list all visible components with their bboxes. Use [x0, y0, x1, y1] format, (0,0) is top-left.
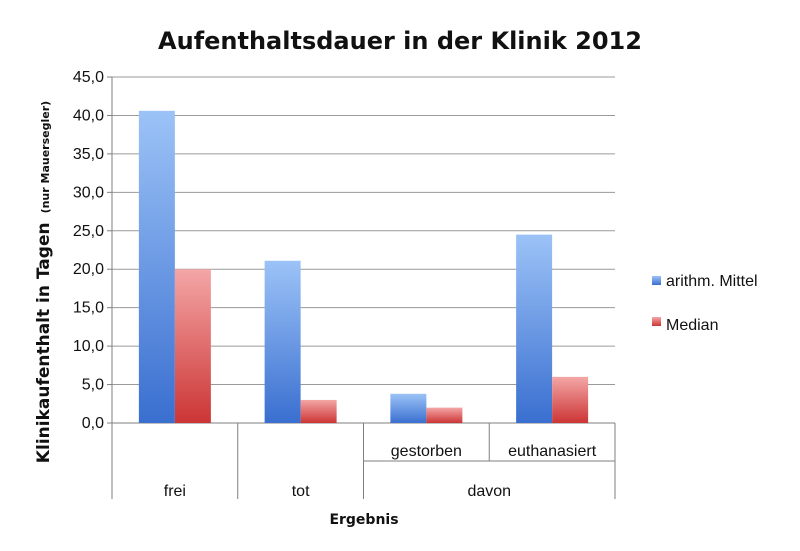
chart-title: Aufenthaltsdauer in der Klinik 2012	[158, 27, 642, 55]
y-tick-label: 45,0	[73, 69, 104, 86]
y-axis-label: Klinikaufenthalt in Tagen (nur Mauersegl…	[34, 101, 54, 463]
x-group-label: tot	[292, 483, 310, 500]
y-axis-ticks: 0,0 5,0 10,0 15,0 20,0 25,0 30,0 35,0 40,0 45,0	[73, 69, 113, 432]
y-tick-label: 35,0	[73, 146, 104, 163]
y-tick-label: 30,0	[73, 184, 104, 201]
x-category-label: euthanasiert	[508, 443, 597, 460]
x-group-label: frei	[164, 483, 186, 500]
legend-swatch-median	[652, 317, 661, 326]
bar-median	[426, 407, 463, 423]
y-tick-label: 5,0	[82, 377, 104, 394]
legend-swatch-mean	[652, 276, 661, 285]
bar-mean	[264, 260, 301, 423]
y-tick-label: 20,0	[73, 261, 104, 278]
legend: arithm. Mittel Median	[652, 273, 758, 334]
x-axis-label: Ergebnis	[329, 512, 398, 528]
bar-median	[552, 376, 589, 423]
x-group-label: davon	[467, 483, 511, 500]
bar-median	[174, 269, 211, 423]
y-tick-label: 15,0	[73, 300, 104, 317]
bar-median	[300, 399, 337, 423]
y-axis-label-main: Klinikaufenthalt in Tagen	[34, 222, 54, 463]
bar-mean	[138, 110, 175, 423]
y-tick-label: 10,0	[73, 338, 104, 355]
bars	[138, 110, 589, 423]
y-tick-label: 25,0	[73, 223, 104, 240]
legend-label-mean: arithm. Mittel	[666, 273, 758, 290]
x-axis: frei tot davon gestorben euthanasiert	[111, 423, 616, 500]
bar-mean	[516, 234, 553, 423]
y-axis-label-sub: (nur Mauersegler)	[39, 101, 52, 214]
x-category-label: gestorben	[391, 443, 462, 460]
legend-label-median: Median	[666, 317, 718, 334]
y-tick-label: 0,0	[82, 415, 104, 432]
bar-mean	[390, 393, 427, 423]
y-tick-label: 40,0	[73, 107, 104, 124]
